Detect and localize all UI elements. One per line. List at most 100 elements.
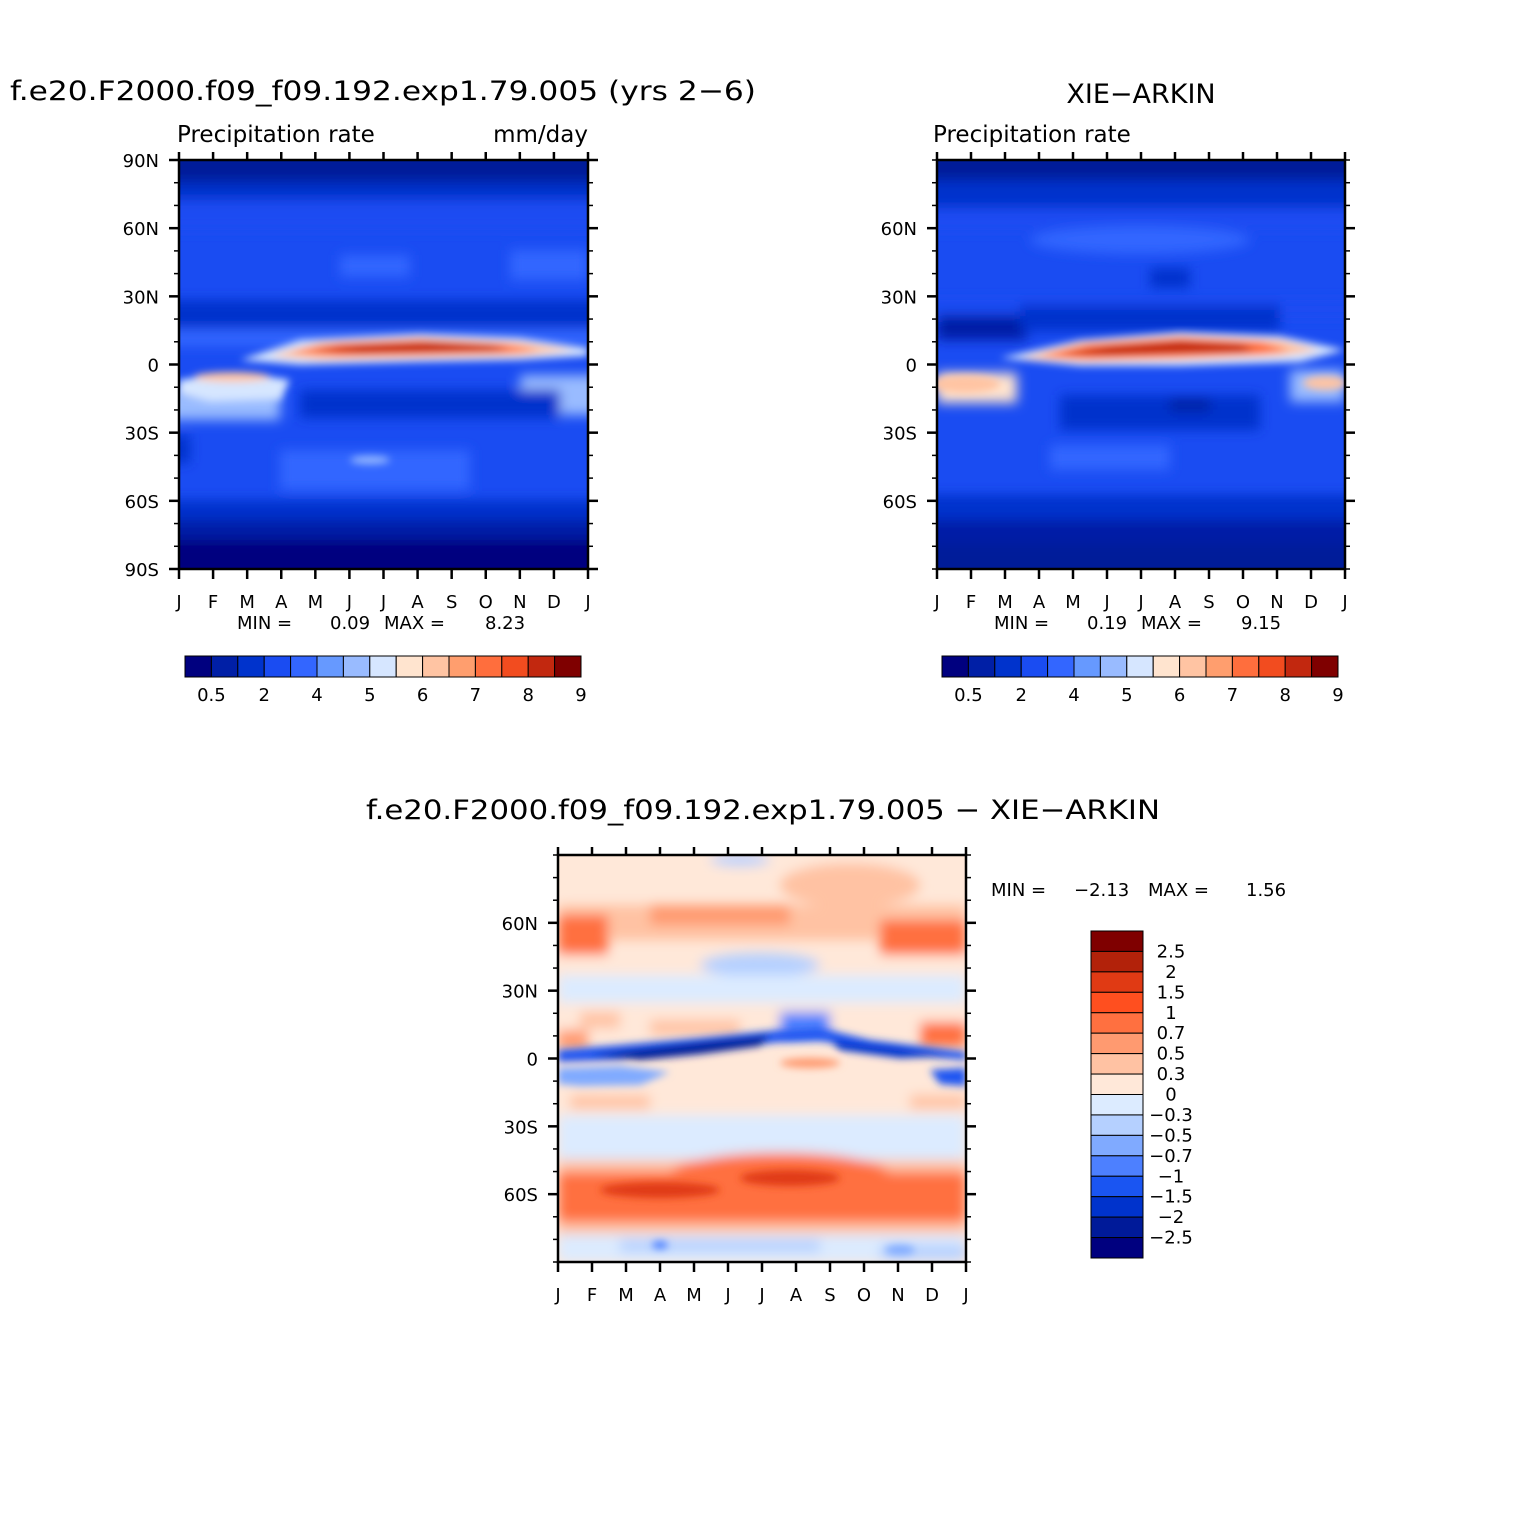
diff-colorbar-label: −0.3 — [1149, 1105, 1193, 1126]
obs-xtick-label: S — [1203, 592, 1214, 613]
model-panel: f.e20.F2000.f09_f09.192.exp1.79.005 (yrs… — [10, 76, 756, 706]
obs-xtick-label: J — [933, 592, 939, 613]
obs-heatmap — [937, 160, 1345, 569]
diff-min-label: MIN = — [991, 880, 1046, 901]
model-min-label: MIN = — [237, 613, 292, 634]
obs-colorbar-box — [1020, 655, 1049, 678]
model-colorbar-box — [263, 655, 292, 678]
model-title: f.e20.F2000.f09_f09.192.exp1.79.005 (yrs… — [10, 76, 756, 107]
model-colorbar-label: 4 — [311, 685, 322, 706]
diff-colorbar-label: 0 — [1165, 1085, 1176, 1106]
model-max-label: MAX = — [384, 613, 445, 634]
diff-max-label: MAX = — [1148, 880, 1209, 901]
model-xtick-label: J — [175, 592, 181, 613]
obs-xtick-label: N — [1270, 592, 1283, 613]
obs-colorbar-label: 6 — [1174, 685, 1185, 706]
diff-colorbar-label: −2.5 — [1149, 1228, 1193, 1249]
diff-colorbar-label: 2 — [1165, 962, 1176, 983]
obs-xtick-label: F — [966, 592, 976, 613]
model-ytick-label: 60N — [123, 219, 159, 240]
obs-colorbar-box — [1152, 655, 1181, 678]
model-colorbar-box — [501, 655, 529, 678]
diff-xtick-label: M — [618, 1285, 634, 1306]
obs-colorbar-box — [967, 655, 996, 678]
model-ytick-label: 30N — [123, 287, 159, 308]
model-ytick-label: 90S — [125, 560, 159, 581]
diff-ytick-label: 60N — [502, 914, 538, 935]
diff-colorbar-box — [1090, 991, 1144, 1014]
diff-colorbar-label: 1.5 — [1157, 982, 1186, 1003]
model-colorbar-box — [290, 655, 318, 678]
model-colorbar-box — [554, 655, 582, 678]
obs-xtick-label: M — [1065, 592, 1081, 613]
obs-colorbar-box — [1258, 655, 1286, 678]
diff-ytick-label: 30S — [504, 1117, 538, 1138]
model-colorbar-box — [422, 655, 450, 678]
obs-max-label: MAX = — [1141, 613, 1202, 634]
obs-xtick-label: J — [1103, 592, 1109, 613]
diff-colorbar-box — [1090, 1073, 1144, 1095]
diff-xtick-label: A — [654, 1285, 667, 1306]
model-colorbar-box — [342, 655, 371, 678]
obs-colorbar-box — [1047, 655, 1075, 678]
model-xtick-label: A — [411, 592, 424, 613]
diff-colorbar-label: −1 — [1158, 1166, 1185, 1187]
obs-ytick-label: 30S — [883, 424, 917, 445]
obs-ytick-label: 60S — [883, 492, 917, 513]
model-ytick-label: 30S — [125, 424, 159, 445]
diff-colorbar-label: −0.5 — [1149, 1125, 1193, 1146]
model-colorbar-box — [210, 655, 239, 678]
model-xtick-label: M — [239, 592, 255, 613]
obs-colorbar-box — [1284, 655, 1313, 678]
obs-xtick-label: M — [997, 592, 1013, 613]
obs-xtick-label: D — [1304, 592, 1318, 613]
model-y-axis: 90N 60N 30N 0 30S 60S 90S — [123, 151, 598, 581]
diff-colorbar-box — [1090, 1094, 1144, 1116]
diff-colorbar-label: 0.3 — [1157, 1064, 1186, 1085]
model-colorbar-label: 9 — [575, 685, 586, 706]
diff-xtick-label: S — [824, 1285, 835, 1306]
diff-colorbar-label: −2 — [1158, 1207, 1185, 1228]
diff-xtick-label: F — [587, 1285, 597, 1306]
model-min-value: 0.09 — [330, 613, 370, 634]
obs-colorbar-label: 0.5 — [954, 685, 983, 706]
obs-colorbar-box — [1126, 655, 1154, 678]
diff-colorbar-label: 0.5 — [1157, 1044, 1186, 1065]
obs-xtick-label: J — [1137, 592, 1143, 613]
model-xtick-label: F — [208, 592, 218, 613]
model-colorbar-box — [184, 655, 212, 678]
obs-max-value: 9.15 — [1241, 613, 1281, 634]
obs-colorbar-box — [1099, 655, 1128, 678]
diff-xtick-label: A — [790, 1285, 803, 1306]
model-ytick-label: 90N — [123, 151, 159, 172]
model-xtick-label: N — [513, 592, 526, 613]
diff-colorbar-box — [1090, 1134, 1144, 1157]
obs-variable-label: Precipitation rate — [933, 122, 1131, 148]
diff-xtick-label: J — [758, 1285, 764, 1306]
diff-colorbar-box — [1090, 1032, 1144, 1055]
obs-colorbar-label: 2 — [1015, 685, 1026, 706]
diff-ytick-label: 60S — [504, 1185, 538, 1206]
diff-title: f.e20.F2000.f09_f09.192.exp1.79.005 − XI… — [366, 795, 1160, 826]
diff-colorbar-box — [1090, 1216, 1144, 1239]
obs-colorbar-box — [1179, 655, 1207, 678]
obs-panel: XIE−ARKIN Precipitation rate — [881, 79, 1355, 706]
model-xtick-label: O — [479, 592, 493, 613]
obs-min-label: MIN = — [994, 613, 1049, 634]
model-variable-label: Precipitation rate — [177, 122, 375, 148]
obs-colorbar-label: 9 — [1332, 685, 1343, 706]
model-colorbar-label: 5 — [364, 685, 375, 706]
model-colorbar-box — [369, 655, 397, 678]
diff-y-axis: 60N 30N 0 30S 60S — [502, 854, 976, 1263]
model-xtick-label: J — [584, 592, 590, 613]
diff-colorbar-box — [1090, 950, 1144, 973]
diff-colorbar-label: 2.5 — [1157, 941, 1186, 962]
diff-colorbar-box — [1090, 1012, 1144, 1034]
model-colorbar-box — [237, 655, 265, 678]
diff-min-value: −2.13 — [1074, 880, 1129, 901]
diff-colorbar-box — [1090, 930, 1144, 952]
